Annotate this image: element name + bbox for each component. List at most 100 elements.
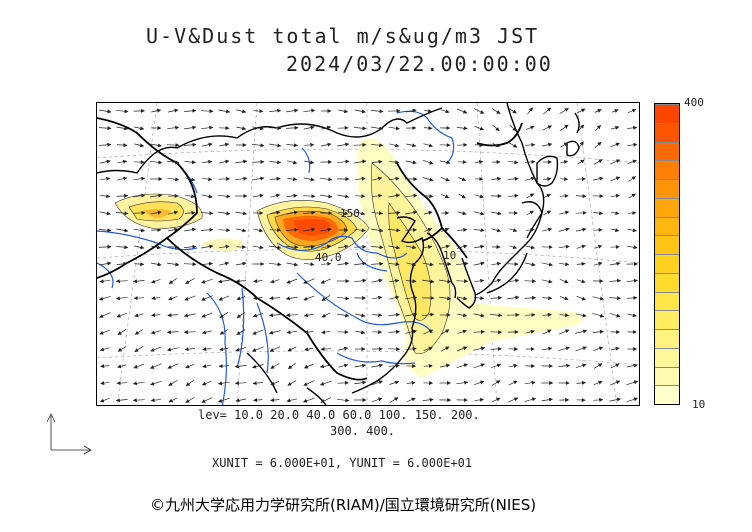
colorbar-band: [655, 197, 679, 217]
wind-vector: [337, 194, 350, 199]
wind-vector: [609, 278, 622, 283]
wind-vector: [149, 363, 162, 369]
wind-vector: [610, 346, 620, 351]
wind-vector: [575, 346, 587, 352]
wind-vector: [424, 244, 433, 249]
wind-vector: [576, 295, 586, 301]
wind-vector: [252, 126, 264, 131]
wind-vector: [424, 109, 433, 114]
wind-vector: [423, 126, 433, 131]
wind-vector: [406, 143, 417, 148]
wind-vector: [183, 244, 197, 249]
wind-vector: [218, 109, 231, 114]
wind-vector: [527, 107, 533, 115]
wind-vector: [252, 193, 264, 198]
wind-vector: [440, 244, 450, 249]
wind-vector: [490, 346, 502, 351]
wind-vector: [610, 176, 621, 182]
wind-vector: [286, 278, 298, 284]
wind-vector: [116, 261, 128, 266]
wind-vector: [336, 159, 350, 164]
wind-vector: [627, 159, 637, 165]
wind-vector: [185, 397, 195, 403]
contour-label-10: 10: [443, 249, 456, 262]
wind-vector: [268, 262, 282, 267]
wind-vector: [474, 397, 484, 402]
wind-vector: [507, 193, 519, 198]
wind-vector: [475, 159, 484, 164]
wind-vector: [473, 313, 485, 318]
wind-vector: [611, 211, 620, 216]
wind-vector: [559, 193, 569, 198]
wind-vector: [372, 295, 383, 300]
wind-vector: [372, 176, 383, 181]
wind-vector: [456, 244, 468, 249]
wind-vector: [422, 279, 435, 284]
wind-vector: [133, 296, 144, 301]
wind-vector: [542, 329, 552, 335]
wind-vector: [166, 347, 179, 352]
wind-vector: [371, 397, 383, 403]
wind-vector: [424, 227, 433, 232]
wind-vector: [594, 141, 602, 149]
wind-vector: [457, 296, 468, 301]
wind-vector: [458, 193, 466, 199]
wind-vector: [303, 177, 315, 182]
wind-vector: [456, 346, 468, 352]
wind-vector: [337, 261, 350, 266]
contour-label-150: 150: [340, 207, 360, 220]
colorbar: [654, 103, 680, 405]
wind-vector: [626, 380, 639, 386]
wind-vector: [253, 398, 263, 403]
wind-vector: [405, 312, 418, 317]
wind-vector: [201, 295, 213, 301]
wind-vector: [133, 228, 146, 233]
wind-vector: [303, 278, 315, 284]
wind-vector: [287, 160, 298, 165]
wind-vector: [100, 364, 110, 369]
wind-vector: [406, 380, 416, 385]
wind-vector: [560, 142, 569, 148]
wind-vector: [219, 159, 230, 164]
wind-vector: [388, 312, 400, 317]
wind-vector: [270, 398, 280, 403]
colorbar-band: [655, 104, 679, 123]
wind-vector: [116, 381, 128, 386]
wind-vector: [287, 362, 296, 370]
wind-vector: [115, 296, 128, 301]
wind-vector: [457, 211, 467, 216]
colorbar-band: [655, 254, 679, 273]
wind-vector: [558, 244, 570, 249]
wind-vector: [184, 227, 197, 232]
wind-vector: [337, 398, 350, 403]
wind-vector: [286, 330, 298, 335]
wind-vector: [304, 347, 314, 352]
wind-vector: [525, 176, 536, 181]
wind-vector: [270, 380, 280, 386]
wind-vector: [134, 313, 144, 318]
wind-vector: [151, 313, 161, 318]
wind-vector: [353, 126, 367, 131]
wind-vector: [98, 126, 112, 131]
wind-vector: [168, 380, 178, 386]
wind-vector: [270, 279, 280, 284]
wind-vector: [594, 109, 602, 113]
wind-vector: [269, 176, 281, 181]
wind-vector: [456, 126, 468, 131]
wind-vector: [99, 109, 112, 114]
wind-vector: [201, 142, 213, 147]
vector-unit-axes-icon: [46, 413, 92, 455]
wind-vector: [99, 347, 110, 352]
wind-vector: [167, 262, 180, 267]
wind-vector: [270, 193, 281, 198]
wind-vector: [440, 329, 450, 335]
wind-vector: [524, 295, 536, 300]
wind-vector: [338, 346, 349, 351]
wind-vector: [626, 363, 638, 368]
wind-vector: [235, 159, 248, 164]
wind-vector: [287, 346, 297, 352]
wind-vector: [269, 245, 282, 250]
wind-vector: [405, 279, 417, 284]
wind-vector: [507, 278, 520, 283]
wind-vector: [320, 278, 332, 284]
